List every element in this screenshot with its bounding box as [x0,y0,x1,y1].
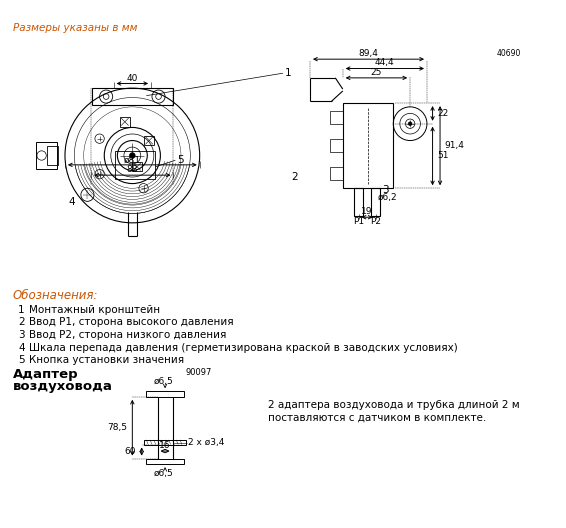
Text: 2: 2 [291,172,298,182]
Bar [92,88,173,105]
Bar [343,103,393,188]
Bar [36,143,57,168]
Circle shape [130,153,135,158]
Text: Шкала перепада давления (герметизирована краской в заводских условиях): Шкала перепада давления (герметизирована… [28,343,457,353]
Bar [329,167,343,180]
Text: P1: P1 [353,218,365,227]
Bar [144,136,154,145]
Circle shape [408,122,412,126]
Bar [120,117,130,127]
Text: 51: 51 [438,152,449,161]
Text: 22: 22 [438,109,448,118]
Bar [147,458,184,464]
Bar [371,188,380,216]
Bar [329,110,343,124]
Text: 4: 4 [18,343,25,353]
Text: воздуховода: воздуховода [12,380,113,393]
Text: 2: 2 [18,317,25,327]
Text: Размеры указаны в мм: Размеры указаны в мм [12,23,137,33]
Text: 5: 5 [177,155,184,165]
Text: 1: 1 [285,68,291,78]
Text: 5: 5 [18,355,25,365]
Text: 78,5: 78,5 [107,423,127,432]
Text: Монтажный кронштейн: Монтажный кронштейн [28,305,160,315]
Text: 25: 25 [371,68,382,77]
Text: 60: 60 [125,447,136,456]
Text: 3: 3 [18,330,25,340]
Text: 44,4: 44,4 [375,59,395,68]
Bar [329,139,343,152]
Text: P2: P2 [370,218,381,227]
Text: ø6,2: ø6,2 [378,193,397,202]
Text: ø6,5: ø6,5 [153,469,173,478]
Text: 89,4: 89,4 [358,49,379,58]
Bar [354,188,363,216]
Bar [47,146,58,165]
Text: Ввод P1, сторона высокого давления: Ввод P1, сторона высокого давления [28,317,233,327]
Text: 40690: 40690 [497,49,521,58]
Text: 88: 88 [127,165,138,174]
Bar [132,162,142,172]
Bar [144,440,186,445]
Text: ø81: ø81 [124,156,141,165]
Text: ø6,5: ø6,5 [153,378,173,386]
Text: Кнопка установки значения: Кнопка установки значения [28,355,183,365]
Text: 4: 4 [68,197,75,208]
Text: поставляются с датчиком в комплекте.: поставляются с датчиком в комплекте. [268,412,486,422]
Text: 2 x ø3,4: 2 x ø3,4 [188,438,225,447]
Text: 16: 16 [159,441,171,450]
Text: 40: 40 [127,74,138,83]
Text: 2 адаптера воздуховода и трубка длиной 2 м: 2 адаптера воздуховода и трубка длиной 2… [268,400,520,410]
Text: Ввод P2, сторона низкого давления: Ввод P2, сторона низкого давления [28,330,226,340]
Text: 91,4: 91,4 [445,141,465,150]
Text: 1: 1 [18,305,25,315]
Text: 19: 19 [361,207,373,216]
Bar [115,151,155,179]
Text: Адаптер: Адаптер [12,368,78,381]
Bar [147,391,184,397]
Text: 3: 3 [382,185,389,195]
Text: 90097: 90097 [186,368,212,377]
Text: Обозначения:: Обозначения: [12,289,98,303]
